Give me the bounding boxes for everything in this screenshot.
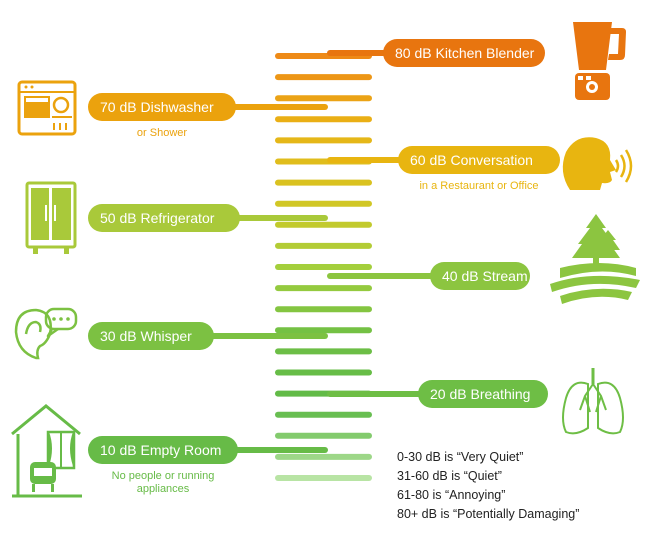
meter-bar — [275, 285, 372, 292]
level-label: 60 dB Conversation — [398, 146, 560, 174]
meter-bar — [275, 179, 372, 186]
talking-head-icon — [562, 137, 633, 190]
meter-bar — [275, 348, 372, 355]
level-label: 30 dB Whisper — [88, 322, 214, 350]
decibel-meter — [275, 53, 372, 481]
legend-item: 61-80 is “Annoying” — [397, 488, 506, 502]
meter-bar — [275, 327, 372, 334]
meter-bar — [275, 432, 372, 439]
meter-bar — [275, 306, 372, 313]
legend-item: 31-60 dB is “Quiet” — [397, 469, 502, 483]
meter-bar — [275, 264, 372, 270]
refrigerator-icon — [25, 181, 77, 254]
legend-item: 80+ dB is “Potentially Damaging” — [397, 507, 580, 521]
level-label: 20 dB Breathing — [418, 380, 548, 408]
meter-bar — [275, 95, 372, 102]
blender-icon — [573, 22, 626, 100]
meter-bar — [275, 369, 372, 376]
loudness-legend: 0-30 dB is “Very Quiet” 31-60 dB is “Qui… — [397, 448, 579, 524]
empty-room-chair-icon — [11, 404, 82, 498]
meter-bar — [275, 116, 372, 123]
meter-bar — [275, 411, 372, 418]
level-subtitle: No people or running appliances — [111, 470, 215, 495]
lungs-icon — [562, 368, 624, 435]
meter-bar — [275, 200, 372, 207]
level-subtitle: or Shower — [136, 127, 188, 139]
ear-speech-bubble-icon — [14, 307, 78, 360]
meter-bar — [275, 74, 372, 81]
legend-item: 0-30 dB is “Very Quiet” — [397, 450, 524, 464]
meter-bar — [275, 475, 372, 481]
level-label: 10 dB Empty Room — [88, 436, 238, 464]
level-label: 40 dB Stream — [430, 262, 530, 290]
level-label: 80 dB Kitchen Blender — [383, 39, 545, 67]
connector-lines — [206, 50, 438, 453]
level-label: 70 dB Dishwasher — [88, 93, 236, 121]
meter-bar — [275, 453, 372, 460]
meter-bar — [275, 221, 372, 228]
level-subtitle: in a Restaurant or Office — [419, 180, 539, 192]
level-label: 50 dB Refrigerator — [88, 204, 240, 232]
meter-bar — [275, 242, 372, 249]
stream-landscape-icon — [550, 214, 640, 304]
meter-bar — [275, 137, 372, 144]
dishwasher-icon — [17, 80, 77, 136]
